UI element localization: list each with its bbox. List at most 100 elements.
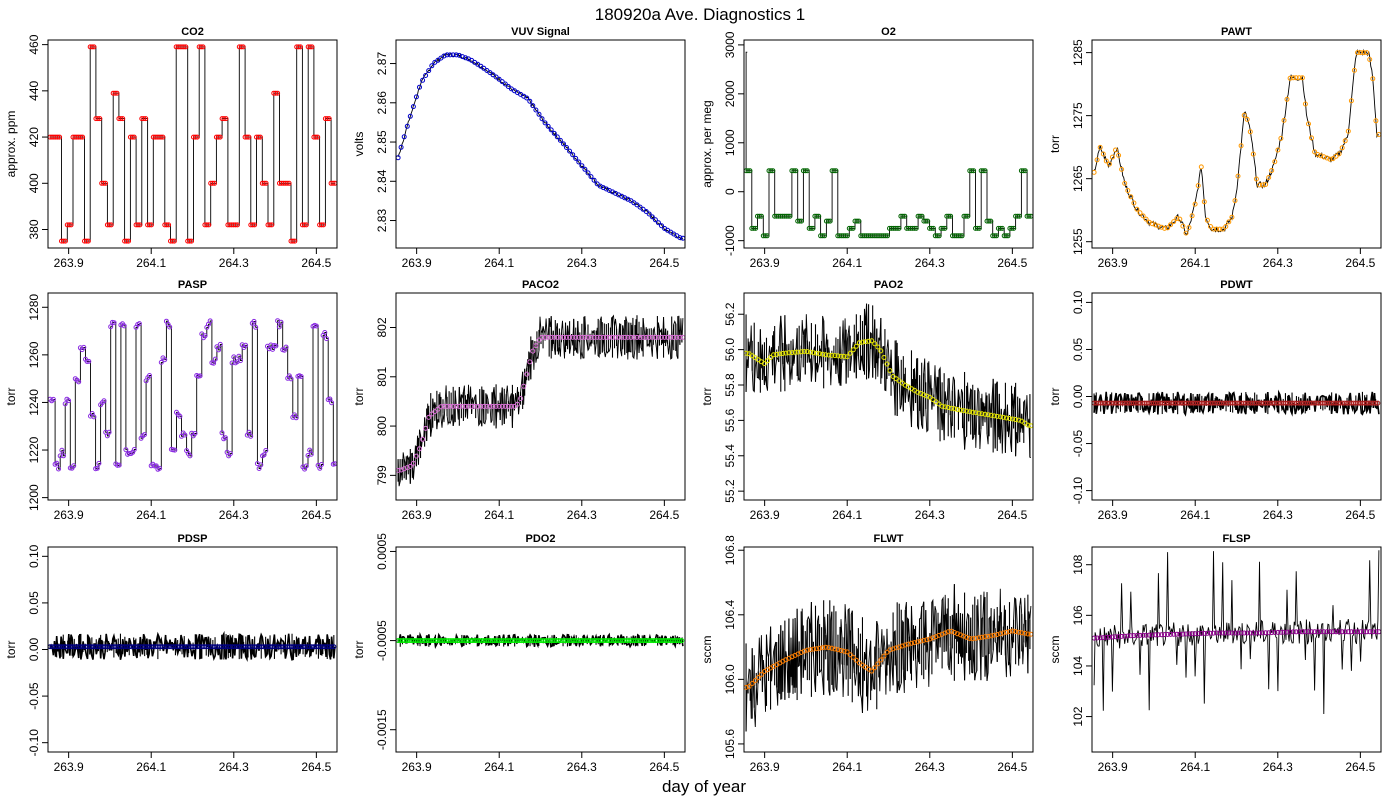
data-point	[164, 222, 170, 228]
data-point	[466, 403, 471, 409]
data-point	[240, 44, 246, 50]
panel-o2: O2 approx. per meg 263.9 264.1 264.3 264.5 -10…	[700, 26, 1034, 270]
data-point	[564, 334, 569, 340]
data-point	[160, 134, 166, 140]
data-point	[244, 134, 250, 140]
data-point	[166, 222, 172, 228]
panel-pao2: PAO2 torr 263.9 264.1 264.3 264.5 55.2 55.4 55.6…	[700, 279, 1034, 522]
data-point	[417, 446, 422, 452]
data-point	[57, 134, 63, 140]
data-point	[770, 168, 776, 174]
x-tick-label: 263.9	[1098, 760, 1128, 774]
data-point	[456, 403, 462, 409]
data-point	[1005, 233, 1011, 239]
data-point	[890, 646, 896, 652]
data-point	[1183, 230, 1189, 236]
data-point	[233, 222, 238, 228]
data-point	[545, 334, 551, 340]
data-point	[1324, 629, 1330, 635]
figure-xlabel: day of year	[662, 777, 746, 796]
data-point	[1146, 632, 1152, 638]
data-point	[875, 344, 881, 350]
data-point	[1109, 154, 1115, 160]
data-point	[1232, 630, 1238, 636]
data-point	[248, 433, 254, 439]
data-point	[545, 123, 551, 129]
data-point	[1201, 630, 1207, 636]
x-tick-label: 264.1	[832, 508, 862, 522]
data-point	[330, 180, 336, 186]
data-point	[1364, 50, 1370, 56]
x-tick-label: 264.1	[832, 760, 862, 774]
data-point	[490, 403, 496, 409]
data-point	[261, 452, 267, 458]
panel-title: FLSP	[1222, 533, 1250, 545]
data-point	[1013, 629, 1019, 635]
data-point	[106, 429, 112, 435]
data-point	[1003, 629, 1009, 635]
data-point	[447, 52, 453, 58]
data-point	[1125, 633, 1131, 639]
x-tick-label: 264.3	[567, 256, 597, 270]
data-point	[236, 353, 242, 359]
data-point	[979, 411, 985, 417]
data-point	[129, 134, 135, 140]
data-point	[1361, 629, 1367, 635]
data-point	[1370, 76, 1376, 82]
data-point	[66, 222, 72, 228]
y-tick-label: -0.10	[1071, 477, 1085, 505]
data-point	[404, 465, 410, 471]
data-point	[1306, 121, 1311, 127]
plot-frame	[1091, 292, 1382, 501]
data-point	[108, 222, 114, 228]
data-point	[1116, 152, 1122, 158]
data-point	[183, 44, 189, 50]
data-point	[814, 350, 819, 356]
data-point	[582, 166, 588, 172]
y-tick-label: 106.0	[723, 664, 737, 694]
x-tick-label: 263.9	[54, 508, 84, 522]
data-point	[967, 636, 973, 641]
panel-title: FLWT	[874, 533, 904, 545]
data-point	[988, 633, 994, 639]
data-point	[1375, 400, 1381, 406]
y-tick-label: 102	[1071, 706, 1085, 726]
data-point	[1272, 630, 1278, 635]
data-point	[301, 222, 307, 228]
data-point	[533, 343, 539, 349]
data-point	[1358, 50, 1364, 56]
data-point	[948, 405, 954, 411]
y-tick-label: 2.83	[375, 209, 389, 233]
data-point	[1162, 225, 1167, 231]
data-point	[171, 238, 177, 244]
data-point	[1355, 629, 1360, 635]
data-point	[243, 342, 249, 348]
data-point	[135, 222, 141, 228]
data-point	[502, 403, 508, 409]
x-tick-label: 264.3	[219, 256, 249, 270]
data-point	[749, 681, 755, 686]
data-point	[853, 657, 859, 663]
data-point	[557, 137, 563, 143]
x-tick-label: 264.5	[1345, 256, 1375, 270]
data-point	[1137, 632, 1143, 638]
data-point	[1293, 75, 1299, 81]
panel-title: PAWT	[1221, 26, 1252, 38]
data-point	[1208, 224, 1213, 229]
data-point	[426, 414, 432, 420]
data-point	[496, 403, 502, 409]
data-point	[131, 447, 137, 452]
y-axis-label: volts	[352, 132, 366, 157]
data-point	[1342, 138, 1348, 144]
data-point	[591, 177, 597, 183]
data-point	[643, 209, 649, 214]
data-point	[823, 644, 829, 650]
data-point	[54, 460, 60, 466]
panel-title: PDWT	[1220, 279, 1253, 291]
data-point	[413, 453, 419, 459]
data-point	[56, 466, 61, 472]
data-point	[631, 334, 637, 340]
data-point	[774, 351, 780, 357]
data-point	[1116, 634, 1122, 640]
data-point	[329, 400, 335, 406]
